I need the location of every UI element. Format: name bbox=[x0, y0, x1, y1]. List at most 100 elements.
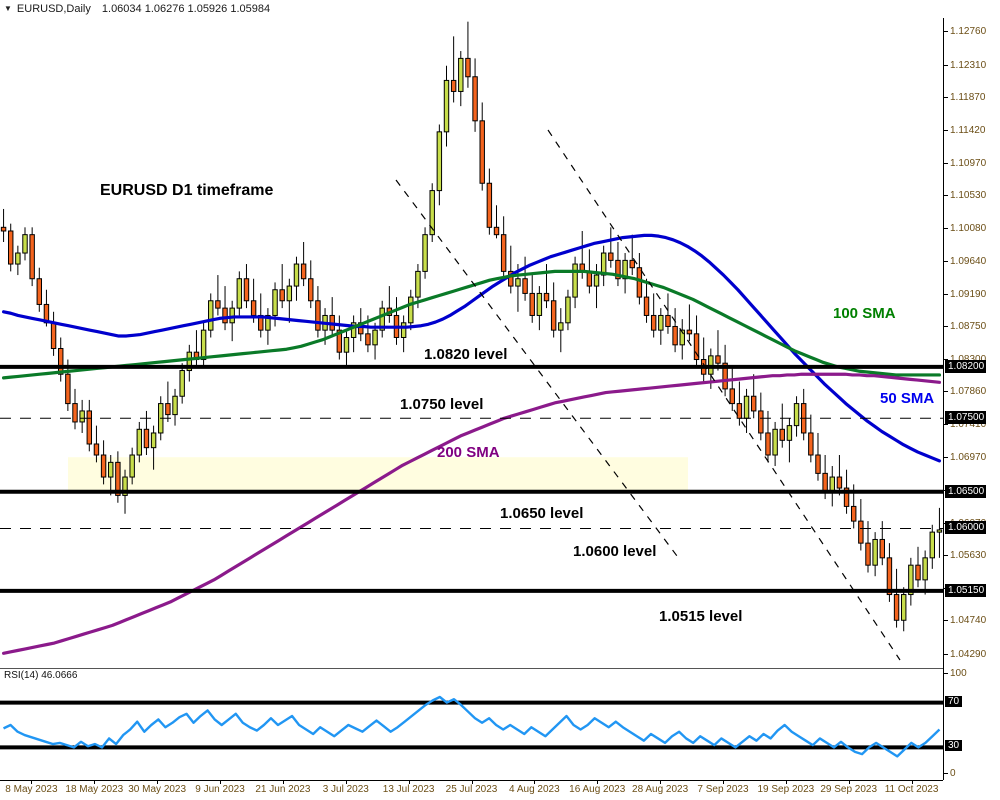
candle-body bbox=[558, 322, 564, 331]
price-chart-pane[interactable] bbox=[0, 18, 943, 668]
candle-body bbox=[315, 300, 321, 331]
candle-body bbox=[108, 461, 114, 478]
rsi-tag-70[interactable]: 70 bbox=[945, 695, 963, 707]
candle-body bbox=[336, 329, 343, 353]
candle-body bbox=[922, 557, 928, 581]
candle-body bbox=[100, 454, 107, 478]
price-tick-label: 1.08750 bbox=[950, 320, 987, 332]
candle-body bbox=[129, 454, 135, 478]
price-tick-label: 1.10080 bbox=[950, 223, 987, 235]
price-chart-svg bbox=[0, 21, 943, 661]
rsi-indicator-pane[interactable] bbox=[0, 668, 943, 781]
price-tag-1-07500[interactable]: 1.07500 bbox=[945, 411, 987, 425]
price-tag-1-06500[interactable]: 1.06500 bbox=[945, 484, 987, 498]
candle-body bbox=[908, 564, 914, 596]
candle-body bbox=[458, 57, 464, 92]
tick-mark bbox=[944, 129, 948, 131]
price-tag-1-08200[interactable]: 1.08200 bbox=[945, 359, 987, 373]
level-label-1-0650: 1.0650 level bbox=[500, 505, 584, 522]
rsi-svg bbox=[0, 695, 943, 758]
candle-body bbox=[343, 336, 350, 353]
candle-body bbox=[829, 476, 835, 493]
candle-body bbox=[36, 278, 43, 305]
date-tick-mark bbox=[471, 781, 473, 784]
candle-body bbox=[665, 314, 671, 327]
candle-body bbox=[243, 278, 250, 302]
candle-body bbox=[250, 300, 257, 316]
price-tag-1-05150[interactable]: 1.05150 bbox=[945, 583, 987, 597]
rsi-tick: 100 bbox=[944, 668, 967, 679]
tick-mark bbox=[944, 228, 948, 230]
candle-body bbox=[486, 182, 493, 228]
sma-line-50-sma bbox=[1, 233, 942, 463]
level-label-1-0515: 1.0515 level bbox=[659, 608, 743, 625]
candle-body bbox=[50, 322, 57, 350]
rsi-line bbox=[3, 695, 941, 758]
candle-body bbox=[8, 230, 14, 265]
candle-body bbox=[815, 454, 821, 474]
candle-body bbox=[886, 557, 893, 596]
price-tick-label: 1.10530 bbox=[950, 190, 987, 202]
candle-body bbox=[715, 355, 721, 364]
date-tick-label: 13 Jul 2023 bbox=[382, 784, 435, 795]
price-axis[interactable]: 1.12760 1.12310 1.11870 1.11420 1.10970 1.105… bbox=[943, 18, 1000, 668]
candle-body bbox=[636, 267, 643, 298]
price-tick-label: 1.08300 bbox=[950, 354, 986, 365]
date-tick-label: 3 Jul 2023 bbox=[322, 784, 369, 795]
tick-mark bbox=[944, 96, 948, 98]
price-tick: 1.04740 bbox=[944, 615, 986, 627]
candle-body bbox=[893, 594, 900, 621]
date-tick-mark bbox=[345, 781, 347, 784]
candle-body bbox=[379, 307, 385, 331]
candle-body bbox=[858, 520, 864, 544]
price-tick: 1.07860 bbox=[944, 386, 986, 398]
rsi-axis[interactable]: 100 0 70 30 bbox=[943, 668, 1000, 780]
tick-mark bbox=[944, 293, 948, 295]
candle-body bbox=[615, 259, 621, 280]
chart-title-annotation: EURUSD D1 timeframe bbox=[100, 182, 274, 199]
candle-body bbox=[822, 472, 828, 493]
price-tag-1-06000[interactable]: 1.06000 bbox=[945, 521, 987, 535]
date-tick-mark bbox=[534, 781, 536, 784]
tick-mark bbox=[944, 773, 948, 774]
candle-body bbox=[793, 403, 800, 427]
candle-body bbox=[29, 234, 35, 280]
trendline-1[interactable] bbox=[395, 179, 681, 561]
candle-body bbox=[743, 395, 750, 419]
date-tick-label: 19 Sep 2023 bbox=[757, 784, 815, 795]
sma-50-label: 50 SMA bbox=[880, 390, 935, 407]
candle-body bbox=[522, 278, 528, 294]
triangle-down-icon[interactable]: ▼ bbox=[4, 4, 12, 13]
candle-body bbox=[915, 564, 921, 581]
date-tick-label: 28 Aug 2023 bbox=[632, 784, 689, 795]
tick-mark bbox=[944, 555, 948, 557]
sma-200-label: 200 SMA bbox=[437, 444, 500, 461]
candle-body bbox=[179, 370, 185, 397]
date-tick-mark bbox=[31, 781, 33, 784]
tick-mark bbox=[944, 64, 948, 66]
candle-body bbox=[729, 388, 735, 405]
candle-body bbox=[58, 348, 64, 375]
tick-mark bbox=[944, 359, 948, 361]
candle-body bbox=[429, 190, 435, 236]
date-tick-mark bbox=[660, 781, 662, 784]
price-tick: 1.06970 bbox=[944, 451, 986, 463]
candle-body bbox=[22, 234, 28, 254]
candle-body bbox=[500, 234, 507, 272]
candle-body bbox=[186, 351, 193, 372]
price-tick: 1.05630 bbox=[944, 550, 986, 562]
candle-body bbox=[543, 292, 550, 302]
candle-body bbox=[308, 278, 314, 302]
rsi-tick: 0 bbox=[944, 768, 956, 779]
date-tick-label: 25 Jul 2023 bbox=[445, 784, 498, 795]
date-axis[interactable]: 8 May 2023 18 May 2023 30 May 2023 9 Jun 20… bbox=[0, 780, 943, 800]
candle-body bbox=[222, 307, 228, 324]
candle-body bbox=[536, 292, 543, 316]
price-tick: 1.12310 bbox=[944, 59, 986, 71]
sma-100-label: 100 SMA bbox=[833, 305, 896, 322]
price-tick: 1.10970 bbox=[944, 157, 986, 169]
candle-body bbox=[208, 300, 214, 331]
price-tick: 1.11420 bbox=[944, 124, 985, 136]
tick-mark bbox=[944, 424, 948, 426]
rsi-tag-30[interactable]: 30 bbox=[945, 740, 963, 752]
